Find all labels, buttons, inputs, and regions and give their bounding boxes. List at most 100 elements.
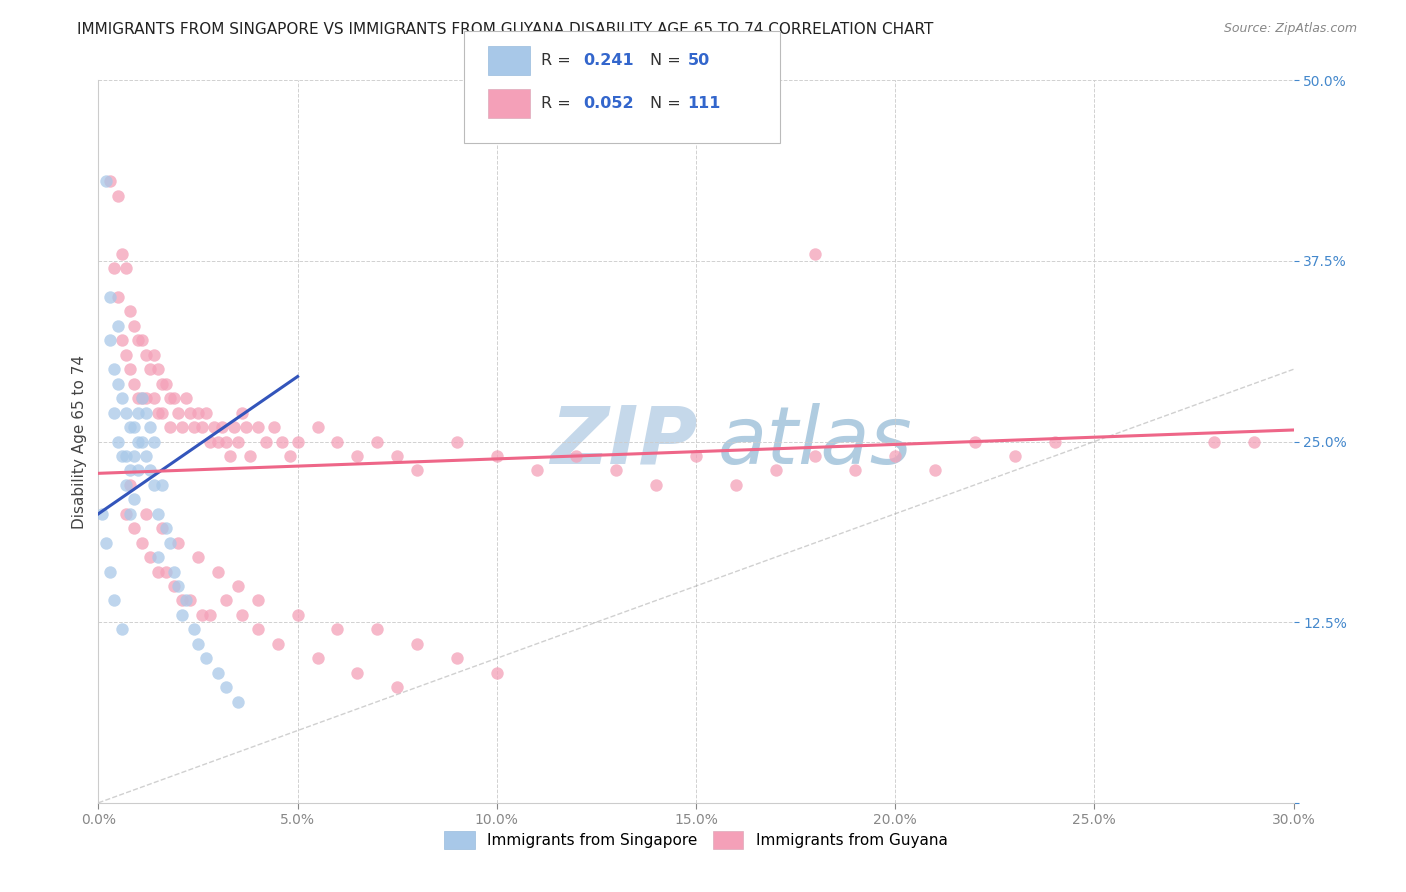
Point xyxy=(124,420,146,434)
Point xyxy=(155,565,177,579)
Point xyxy=(150,376,173,391)
Point xyxy=(485,449,508,463)
Point xyxy=(127,406,149,420)
Text: Source: ZipAtlas.com: Source: ZipAtlas.com xyxy=(1223,22,1357,36)
Point xyxy=(127,334,149,348)
Point xyxy=(191,607,214,622)
Point xyxy=(222,420,245,434)
Point xyxy=(163,391,186,405)
Point xyxy=(131,391,153,405)
Point xyxy=(446,434,468,449)
Point xyxy=(1243,434,1265,449)
Point xyxy=(98,174,122,188)
Point xyxy=(91,507,114,521)
Point xyxy=(183,623,205,637)
Text: ZIP: ZIP xyxy=(551,402,697,481)
Point xyxy=(226,434,249,449)
Point xyxy=(111,334,134,348)
Point xyxy=(963,434,986,449)
Point xyxy=(150,478,173,492)
Point xyxy=(143,434,166,449)
Text: 111: 111 xyxy=(688,96,721,111)
Point xyxy=(143,391,166,405)
Point xyxy=(307,420,329,434)
Point xyxy=(307,651,329,665)
Point xyxy=(346,449,368,463)
Point xyxy=(150,406,173,420)
Point xyxy=(278,449,301,463)
Text: 0.052: 0.052 xyxy=(583,96,634,111)
Point xyxy=(135,348,157,362)
Point xyxy=(287,607,309,622)
Point xyxy=(179,593,201,607)
Point xyxy=(120,304,142,318)
Point xyxy=(98,334,122,348)
Point xyxy=(1004,449,1026,463)
Point xyxy=(135,391,157,405)
Point xyxy=(174,593,197,607)
Point xyxy=(207,434,229,449)
Point xyxy=(159,420,181,434)
Text: IMMIGRANTS FROM SINGAPORE VS IMMIGRANTS FROM GUYANA DISABILITY AGE 65 TO 74 CORR: IMMIGRANTS FROM SINGAPORE VS IMMIGRANTS … xyxy=(77,22,934,37)
Point xyxy=(254,434,277,449)
Point xyxy=(127,391,149,405)
Point xyxy=(150,521,173,535)
Point xyxy=(124,449,146,463)
Point xyxy=(239,449,262,463)
Point xyxy=(167,535,190,549)
Point xyxy=(366,434,388,449)
Point xyxy=(135,449,157,463)
Point xyxy=(139,362,162,376)
Point xyxy=(120,362,142,376)
Point xyxy=(267,637,290,651)
Point xyxy=(207,665,229,680)
Point xyxy=(1043,434,1066,449)
Point xyxy=(231,406,253,420)
Point xyxy=(195,406,218,420)
Point xyxy=(385,449,409,463)
Point xyxy=(115,261,138,276)
Legend: Immigrants from Singapore, Immigrants from Guyana: Immigrants from Singapore, Immigrants fr… xyxy=(437,823,955,856)
Point xyxy=(107,290,129,304)
Point xyxy=(198,607,221,622)
Point xyxy=(124,376,146,391)
Point xyxy=(96,535,118,549)
Point xyxy=(183,420,205,434)
Point xyxy=(287,434,309,449)
Point xyxy=(148,362,170,376)
Point xyxy=(98,565,122,579)
Point xyxy=(246,593,269,607)
Point xyxy=(155,376,177,391)
Point xyxy=(120,507,142,521)
Point xyxy=(98,290,122,304)
Point xyxy=(187,550,209,565)
Point xyxy=(215,434,238,449)
Point xyxy=(120,478,142,492)
Point xyxy=(163,565,186,579)
Point xyxy=(143,348,166,362)
Point xyxy=(804,246,827,260)
Point xyxy=(326,623,349,637)
Point xyxy=(219,449,242,463)
Point xyxy=(148,406,170,420)
Point xyxy=(163,579,186,593)
Point xyxy=(406,637,429,651)
Point xyxy=(645,478,668,492)
Point xyxy=(191,420,214,434)
Point xyxy=(103,261,125,276)
Point xyxy=(131,334,153,348)
Point xyxy=(485,665,508,680)
Point xyxy=(198,434,221,449)
Point xyxy=(148,507,170,521)
Point xyxy=(124,521,146,535)
Point xyxy=(215,593,238,607)
Point xyxy=(231,607,253,622)
Y-axis label: Disability Age 65 to 74: Disability Age 65 to 74 xyxy=(72,354,87,529)
Text: 50: 50 xyxy=(688,54,710,68)
Point xyxy=(211,420,233,434)
Point xyxy=(346,665,368,680)
Point xyxy=(131,535,153,549)
Point xyxy=(187,406,209,420)
Point xyxy=(111,391,134,405)
Point xyxy=(195,651,218,665)
